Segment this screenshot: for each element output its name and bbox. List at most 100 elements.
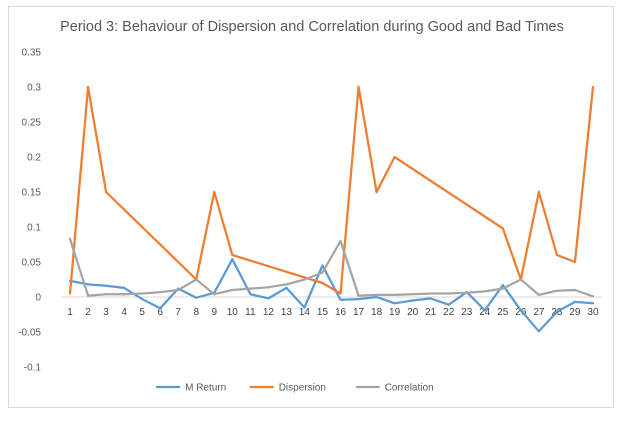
x-tick-label: 14 <box>299 307 311 318</box>
data-point-dispersion <box>177 260 180 264</box>
data-point-correlation <box>123 293 126 296</box>
data-point-m-return <box>555 310 559 313</box>
y-tick-label: 0.05 <box>22 258 42 269</box>
data-point-dispersion <box>537 190 540 194</box>
x-tick-label: 27 <box>533 307 545 318</box>
x-tick-label: 19 <box>389 307 401 318</box>
data-point-dispersion <box>213 190 216 194</box>
data-point-correlation <box>159 291 162 294</box>
data-point-correlation <box>393 293 396 296</box>
data-point-correlation <box>104 293 108 296</box>
data-point-correlation <box>321 271 324 274</box>
x-tick-label: 26 <box>515 307 527 318</box>
data-point-m-return <box>339 298 342 301</box>
data-point-dispersion <box>555 253 559 257</box>
x-tick-label: 15 <box>317 307 329 318</box>
x-tick-label: 13 <box>281 307 293 318</box>
x-tick-label: 16 <box>335 307 347 318</box>
data-point-dispersion <box>375 190 378 194</box>
data-point-m-return <box>86 283 90 286</box>
data-point-dispersion <box>285 270 288 273</box>
data-point-m-return <box>393 302 396 305</box>
data-point-m-return <box>231 258 234 261</box>
x-tick-label: 1 <box>67 307 73 318</box>
data-point-correlation <box>267 286 270 289</box>
data-point-dispersion <box>321 281 324 285</box>
axis-group: 0.350.30.250.20.150.10.050-0.05-0.11 2 3 4 5… <box>18 48 602 374</box>
data-point-m-return <box>249 293 252 296</box>
x-tick-label: 23 <box>461 307 473 318</box>
data-point-dispersion <box>249 259 252 262</box>
data-point-dispersion <box>123 208 126 211</box>
data-point-correlation <box>195 278 198 281</box>
x-tick-label: 25 <box>497 307 509 318</box>
data-point-dispersion <box>339 292 342 295</box>
y-tick-label: -0.1 <box>24 363 42 374</box>
data-point-m-return <box>447 303 450 306</box>
y-tick-label: -0.05 <box>18 328 41 339</box>
x-tick-label: 10 <box>227 307 239 318</box>
data-point-m-return <box>123 286 126 289</box>
data-point-m-return <box>357 298 360 301</box>
data-point-m-return <box>141 298 144 301</box>
data-point-dispersion <box>393 155 396 159</box>
data-point-dispersion <box>429 179 432 182</box>
legend-label: Dispersion <box>279 383 326 394</box>
legend: M Return Dispersion Correlation <box>156 383 434 394</box>
chart-title: Period 3: Behaviour of Dispersion and Co… <box>60 19 564 35</box>
series-line-m-return <box>68 258 595 333</box>
data-point-correlation <box>501 287 504 290</box>
y-tick-label: 0.15 <box>22 188 42 199</box>
data-point-correlation <box>483 290 486 293</box>
data-point-m-return <box>303 306 306 309</box>
x-tick-label: 6 <box>157 307 163 318</box>
data-point-dispersion <box>159 243 162 246</box>
x-tick-label: 7 <box>175 307 181 318</box>
data-point-dispersion <box>86 85 90 89</box>
x-tick-label: 12 <box>263 307 275 318</box>
data-point-m-return <box>267 297 270 300</box>
data-point-dispersion <box>141 225 144 229</box>
data-point-correlation <box>177 288 180 292</box>
y-tick-label: 0.25 <box>22 118 42 129</box>
data-point-dispersion <box>411 167 414 170</box>
series-line-correlation <box>68 237 595 298</box>
line-chart: Period 3: Behaviour of Dispersion and Co… <box>18 19 602 394</box>
data-point-m-return <box>159 307 162 310</box>
data-point-correlation <box>519 278 522 281</box>
data-point-m-return <box>537 330 540 333</box>
series-line-dispersion <box>68 85 595 295</box>
data-point-dispersion <box>573 260 577 264</box>
data-point-correlation <box>429 292 432 295</box>
x-tick-label: 21 <box>425 307 437 318</box>
chart-area: Period 3: Behaviour of Dispersion and Co… <box>8 6 614 408</box>
legend-label: M Return <box>185 383 226 394</box>
data-point-correlation <box>339 239 342 243</box>
data-point-dispersion <box>465 203 468 206</box>
data-point-correlation <box>231 288 234 292</box>
y-tick-label: 0.3 <box>27 83 41 94</box>
x-tick-label: 9 <box>212 307 218 318</box>
data-point-m-return <box>375 295 378 299</box>
legend-item-dispersion: Dispersion <box>249 383 326 394</box>
data-point-dispersion <box>267 265 270 268</box>
x-tick-label: 17 <box>353 307 365 318</box>
data-point-correlation <box>249 287 252 290</box>
x-tick-label: 8 <box>193 307 199 318</box>
data-point-m-return <box>483 309 486 312</box>
data-point-m-return <box>501 284 504 287</box>
data-point-correlation <box>573 288 577 292</box>
data-point-correlation <box>213 293 216 296</box>
data-point-dispersion <box>591 85 595 89</box>
data-point-m-return <box>321 264 324 267</box>
x-tick-label: 2 <box>85 307 91 318</box>
x-tick-label: 29 <box>569 307 581 318</box>
data-point-correlation <box>411 293 414 296</box>
series-group <box>68 85 595 333</box>
data-point-m-return <box>104 284 108 287</box>
data-point-m-return <box>429 297 432 300</box>
data-point-dispersion <box>68 292 72 295</box>
data-point-dispersion <box>303 276 306 279</box>
y-tick-label: 0 <box>35 293 41 304</box>
data-point-dispersion <box>483 215 486 218</box>
